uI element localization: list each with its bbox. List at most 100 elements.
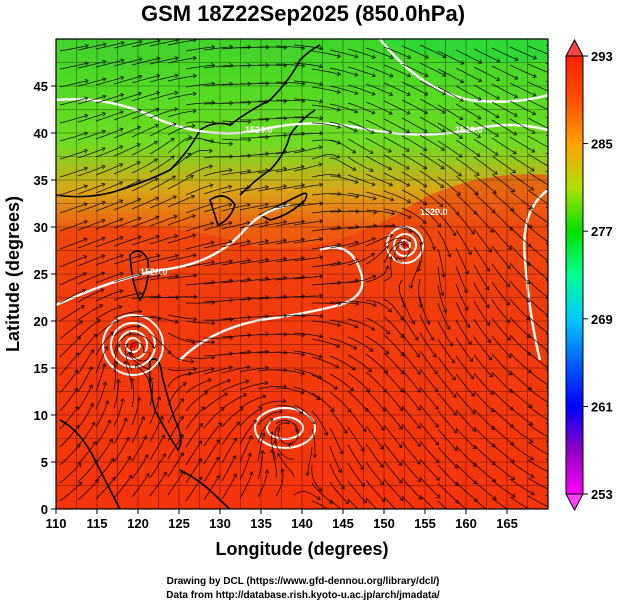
streamline: [527, 423, 548, 438]
streamline: [131, 235, 160, 246]
streamline-arrow: [111, 476, 116, 481]
streamline-arrow: [549, 165, 553, 169]
streamline-arrow: [265, 81, 270, 86]
streamline-arrow: [507, 353, 512, 359]
streamline: [329, 445, 342, 473]
streamline-arrow: [229, 100, 234, 106]
streamline: [59, 255, 87, 268]
streamline-arrow: [405, 165, 410, 170]
streamline-arrow: [450, 359, 455, 364]
streamline: [455, 49, 482, 64]
streamline-arrow: [260, 449, 266, 455]
streamline-arrow: [471, 410, 476, 415]
streamline-arrow: [337, 191, 342, 197]
streamline: [167, 175, 194, 190]
streamline: [383, 64, 411, 77]
streamline-arrow: [385, 265, 390, 270]
streamline-arrow: [387, 148, 392, 153]
streamline-arrow: [514, 75, 519, 80]
streamline: [437, 356, 456, 381]
streamline-arrow: [269, 418, 274, 423]
streamline: [347, 253, 375, 266]
streamline-arrow: [446, 325, 451, 330]
streamline: [257, 400, 286, 408]
streamline: [311, 464, 322, 492]
streamline: [77, 78, 107, 87]
streamline: [131, 378, 135, 408]
streamline-arrow: [228, 167, 233, 173]
streamline: [509, 46, 537, 59]
streamline: [383, 316, 405, 339]
streamline: [365, 479, 386, 502]
streamline-arrow: [272, 440, 278, 445]
streamline-arrow: [475, 171, 480, 176]
streamline: [347, 156, 374, 172]
streamline-arrow: [235, 421, 241, 426]
streamline-arrow: [390, 211, 396, 216]
streamline: [383, 154, 410, 170]
streamline: [329, 49, 359, 58]
streamline: [131, 255, 160, 264]
streamline: [473, 282, 490, 308]
streamline: [167, 368, 197, 371]
streamline: [95, 145, 123, 158]
streamline: [527, 351, 548, 369]
streamline: [491, 101, 518, 117]
streamline: [509, 190, 533, 210]
streamline: [77, 255, 105, 267]
streamline-arrow: [467, 250, 472, 256]
streamline: [276, 333, 305, 336]
streamline: [113, 217, 142, 229]
streamline-arrow: [506, 336, 511, 341]
streamline: [455, 139, 481, 157]
colorbar-tick-label: 269: [591, 312, 613, 327]
streamline: [77, 319, 101, 339]
streamline-arrow: [170, 137, 175, 142]
streamline: [113, 456, 131, 481]
x-tick-label: 155: [414, 516, 436, 531]
streamline-arrow: [470, 230, 475, 235]
streamline: [365, 155, 392, 170]
streamline-arrow: [354, 258, 359, 263]
streamline: [437, 158, 462, 177]
streamline-arrow: [328, 499, 334, 504]
streamline-arrow: [370, 253, 375, 258]
streamline: [130, 342, 145, 354]
streamline: [330, 193, 359, 198]
streamline: [437, 266, 444, 296]
streamline-arrow: [89, 402, 94, 408]
streamline: [185, 261, 215, 268]
streamline: [383, 46, 411, 59]
streamline-arrow: [532, 92, 537, 97]
map-plot-area: 1520.0 1520.0 1520.0 1520.0: [56, 39, 553, 509]
streamline: [455, 175, 479, 195]
streamline: [203, 64, 233, 69]
streamline-arrow: [82, 272, 87, 277]
streamline: [419, 440, 440, 463]
streamline-arrow: [388, 255, 393, 261]
streamline: [365, 425, 384, 450]
streamline: [527, 441, 548, 455]
streamline: [203, 457, 220, 483]
streamline-arrow: [283, 256, 288, 262]
streamline-arrow: [360, 447, 365, 452]
streamline: [185, 440, 202, 466]
streamline: [275, 202, 305, 209]
streamline: [509, 478, 535, 495]
cool-region: [380, 39, 548, 63]
streamline-arrow: [433, 370, 438, 375]
streamline-arrow: [432, 353, 437, 358]
streamline-arrow: [138, 291, 143, 296]
streamline: [113, 179, 141, 193]
streamline: [59, 320, 83, 340]
colorbar-tick-label: 293: [591, 49, 613, 64]
streamline: [275, 81, 305, 85]
streamline-arrow: [530, 148, 536, 153]
streamline-arrow: [447, 253, 452, 258]
streamline: [203, 318, 233, 321]
streamline: [95, 42, 125, 50]
streamline-arrow: [301, 313, 306, 319]
streamline: [347, 336, 374, 352]
streamline-arrow: [127, 455, 132, 461]
streamline: [149, 92, 178, 101]
